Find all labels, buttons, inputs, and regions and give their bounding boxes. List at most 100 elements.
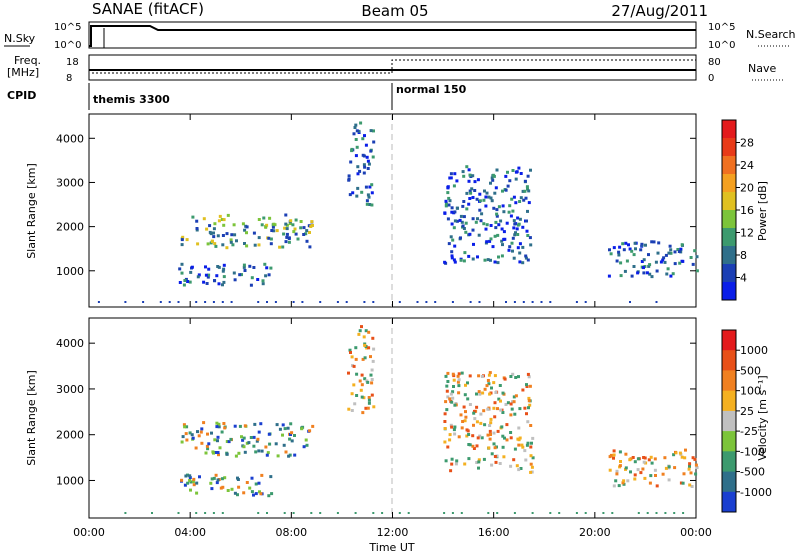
data-cell — [369, 355, 372, 359]
data-cell — [450, 256, 454, 260]
data-cell — [475, 197, 479, 201]
data-cell — [258, 490, 261, 494]
data-cell — [124, 512, 127, 514]
data-cell — [262, 216, 266, 220]
colorbar-swatch — [722, 350, 736, 371]
data-cell — [214, 244, 218, 248]
data-cell — [197, 434, 201, 438]
data-cell — [527, 189, 531, 193]
data-cell — [511, 372, 515, 376]
data-cell — [178, 267, 182, 271]
data-cell — [455, 219, 459, 223]
data-cell — [451, 372, 455, 376]
data-cell — [518, 217, 522, 221]
data-cell — [349, 160, 353, 164]
data-cell — [267, 236, 271, 240]
data-cell — [453, 432, 457, 436]
data-cell — [357, 129, 361, 133]
data-cell — [336, 301, 339, 303]
data-cell — [354, 512, 357, 514]
data-cell — [252, 231, 256, 235]
data-cell — [365, 199, 369, 203]
data-cell — [519, 196, 523, 200]
data-cell — [627, 243, 630, 247]
data-cell — [202, 217, 206, 221]
data-cell — [293, 227, 297, 231]
data-cell — [465, 207, 469, 211]
data-cell — [473, 189, 477, 192]
data-cell — [284, 222, 288, 226]
data-cell — [482, 457, 486, 461]
data-cell — [673, 512, 676, 514]
data-cell — [308, 245, 312, 249]
data-cell — [284, 240, 288, 244]
data-cell — [453, 403, 457, 407]
data-cell — [319, 512, 322, 514]
nsky-tick-bottom: 10^0 — [54, 40, 81, 51]
freq-tick-bottom: 8 — [66, 73, 72, 84]
data-cell — [287, 240, 291, 244]
data-cell — [253, 422, 257, 426]
data-cell — [225, 452, 229, 456]
data-cell — [362, 335, 366, 339]
data-cell — [659, 260, 663, 264]
data-cell — [284, 213, 288, 217]
data-cell — [217, 422, 221, 426]
data-cell — [653, 457, 657, 461]
data-cell — [488, 437, 492, 441]
data-cell — [501, 243, 504, 247]
data-cell — [371, 155, 375, 159]
data-cell — [669, 274, 673, 278]
data-cell — [518, 251, 522, 255]
data-cell — [311, 224, 314, 227]
data-cell — [450, 250, 454, 254]
data-cell — [499, 219, 503, 223]
data-cell — [245, 244, 249, 248]
data-cell — [624, 241, 628, 245]
data-cell — [292, 301, 295, 303]
data-cell — [183, 425, 187, 429]
data-cell — [647, 264, 651, 268]
data-cell — [690, 485, 694, 488]
data-cell — [364, 143, 368, 147]
data-cell — [455, 179, 459, 183]
data-cell — [351, 364, 354, 368]
data-cell — [305, 229, 309, 233]
data-cell — [518, 436, 522, 440]
freq-label-1: Freq. — [14, 54, 41, 67]
data-cell — [468, 197, 472, 200]
data-cell — [245, 225, 249, 229]
data-cell — [614, 479, 618, 483]
data-cell — [97, 301, 100, 303]
data-cell — [633, 241, 637, 245]
data-cell — [459, 413, 463, 417]
data-cell — [289, 219, 293, 223]
colorbar-swatch — [722, 120, 736, 139]
data-cell — [184, 432, 188, 436]
data-cell — [527, 201, 531, 205]
nsearch-tick-bottom: 10^0 — [708, 40, 735, 51]
data-cell — [215, 274, 219, 278]
data-cell — [489, 224, 493, 227]
data-cell — [355, 145, 359, 149]
data-cell — [446, 445, 450, 449]
data-cell — [352, 364, 356, 368]
data-cell — [450, 210, 454, 214]
data-cell — [514, 394, 518, 398]
data-cell — [695, 466, 699, 470]
data-cell — [473, 417, 477, 421]
data-cell — [525, 219, 528, 223]
data-cell — [186, 280, 190, 283]
data-cell — [473, 180, 477, 184]
data-cell — [310, 512, 313, 514]
data-cell — [455, 206, 459, 210]
data-cell — [525, 229, 529, 233]
data-cell — [214, 451, 218, 454]
data-cell — [485, 240, 489, 244]
data-cell — [640, 242, 644, 246]
data-cell — [363, 134, 366, 138]
data-cell — [206, 275, 210, 279]
data-cell — [195, 491, 199, 495]
data-cell — [636, 457, 640, 461]
data-cell — [490, 463, 494, 467]
